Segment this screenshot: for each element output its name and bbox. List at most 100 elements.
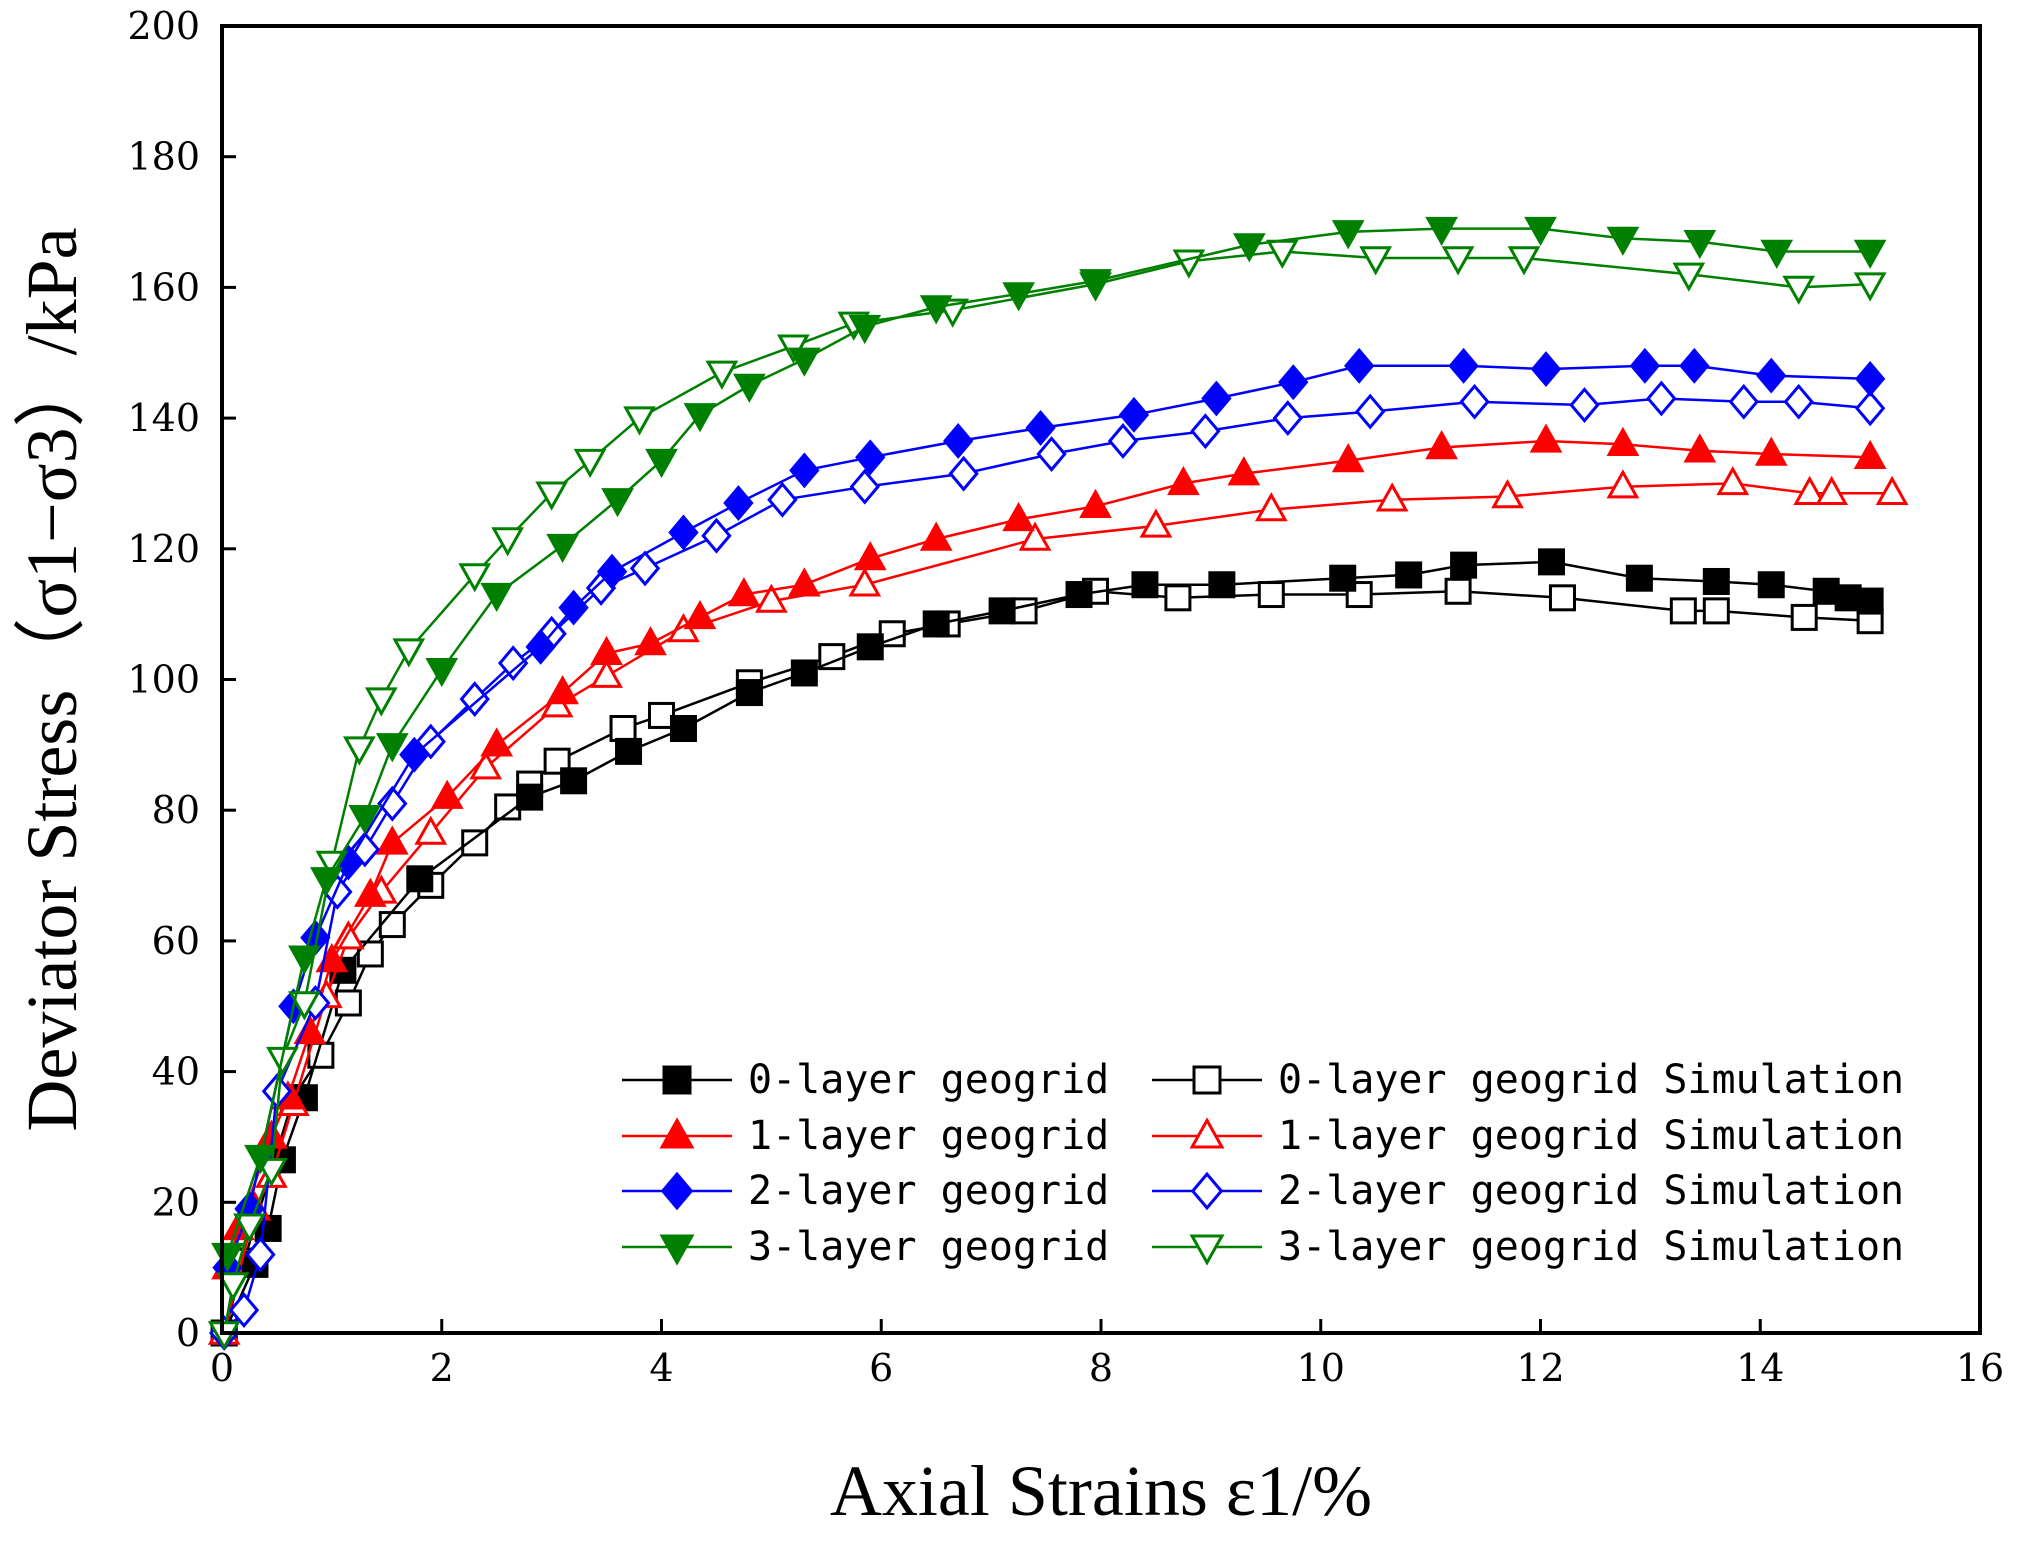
legend-marker xyxy=(659,1234,695,1266)
x-tick-label: 4 xyxy=(649,1346,673,1390)
data-point xyxy=(853,541,887,571)
data-point xyxy=(546,533,579,563)
data-point xyxy=(375,733,409,763)
data-point xyxy=(1507,246,1541,276)
data-point xyxy=(516,783,544,811)
data-point xyxy=(425,657,459,688)
data-point xyxy=(1646,380,1677,417)
data-point xyxy=(590,658,623,688)
data-point xyxy=(727,577,761,607)
data-point xyxy=(310,867,343,897)
data-point xyxy=(1790,603,1818,631)
data-point xyxy=(254,1214,282,1242)
data-point xyxy=(1272,400,1303,437)
data-point xyxy=(1065,581,1093,609)
series-0-layer-geogrid-simulation xyxy=(210,577,1884,1347)
data-point xyxy=(244,1144,277,1175)
data-point xyxy=(1002,282,1035,312)
data-point xyxy=(609,715,637,743)
data-point xyxy=(790,659,818,687)
data-point xyxy=(1010,597,1038,625)
legend-entry: 3-layer geogrid Simulation xyxy=(1152,1224,1904,1270)
data-point xyxy=(789,452,820,489)
data-point xyxy=(1018,521,1052,551)
data-point xyxy=(1548,584,1576,612)
data-point xyxy=(1760,239,1794,269)
legend-label: 1-layer geogrid Simulation xyxy=(1278,1113,1904,1159)
data-point xyxy=(1441,246,1475,276)
data-point xyxy=(668,514,699,551)
data-point xyxy=(1529,423,1563,453)
series-3-layer-geogrid xyxy=(211,216,1887,1273)
data-point xyxy=(948,455,979,492)
data-point xyxy=(1812,577,1840,605)
data-point xyxy=(558,589,589,626)
data-point xyxy=(596,553,628,590)
data-point xyxy=(1793,475,1827,505)
data-point xyxy=(399,736,430,773)
legend-label: 3-layer geogrid xyxy=(748,1224,1109,1270)
legend-entry: 1-layer geogrid Simulation xyxy=(1152,1113,1904,1159)
data-point xyxy=(1395,561,1423,589)
data-point xyxy=(590,635,623,666)
data-point xyxy=(491,527,525,557)
data-point xyxy=(1079,488,1112,519)
data-point xyxy=(406,865,434,893)
legend-entry: 2-layer geogrid Simulation xyxy=(1152,1168,1904,1214)
data-point xyxy=(1331,443,1365,473)
data-point xyxy=(755,583,788,613)
data-point xyxy=(733,373,766,403)
data-point xyxy=(1757,571,1785,599)
data-point xyxy=(922,610,950,638)
data-point xyxy=(525,628,556,665)
data-point xyxy=(334,989,362,1017)
data-point xyxy=(1375,482,1409,512)
data-point xyxy=(573,448,607,479)
data-point xyxy=(919,295,953,325)
data-point xyxy=(767,481,798,518)
data-point xyxy=(414,815,448,845)
data-point xyxy=(353,877,387,907)
data-point xyxy=(288,991,321,1021)
data-point xyxy=(378,911,406,939)
data-point xyxy=(634,626,667,656)
data-point xyxy=(1278,364,1309,401)
data-point xyxy=(1853,439,1887,470)
y-tick-label: 160 xyxy=(127,265,200,309)
data-point xyxy=(207,1321,241,1351)
data-point xyxy=(1254,492,1288,522)
y-tick-label: 20 xyxy=(152,1180,200,1224)
data-point xyxy=(988,597,1016,625)
data-point xyxy=(723,485,754,521)
data-point xyxy=(1783,383,1814,420)
data-point xyxy=(1625,564,1653,592)
data-point xyxy=(787,567,821,597)
data-point xyxy=(1834,584,1862,612)
data-point xyxy=(1201,380,1232,417)
data-point xyxy=(601,488,634,518)
data-point xyxy=(1425,216,1458,247)
data-point xyxy=(1344,347,1375,384)
data-point xyxy=(1450,551,1478,579)
data-point xyxy=(1854,390,1886,427)
data-point xyxy=(701,517,732,554)
data-point xyxy=(459,681,490,718)
data-point xyxy=(498,645,529,682)
data-point xyxy=(919,521,953,551)
data-point xyxy=(1702,597,1730,625)
legend-entry: 2-layer geogrid xyxy=(622,1168,1109,1214)
legend-marker xyxy=(1190,1171,1224,1211)
data-point xyxy=(430,779,464,809)
data-point xyxy=(615,737,643,765)
data-point xyxy=(288,945,321,975)
legend-marker xyxy=(1192,1065,1222,1095)
data-point xyxy=(1683,229,1717,260)
x-axis-title: Axial Strains ε1/% xyxy=(830,1451,1372,1531)
y-tick-label: 140 xyxy=(127,396,200,440)
data-point xyxy=(375,825,409,855)
y-tick-label: 100 xyxy=(127,658,200,702)
y-tick-label: 60 xyxy=(152,919,200,963)
data-point xyxy=(1754,436,1788,466)
data-point xyxy=(1331,220,1365,250)
